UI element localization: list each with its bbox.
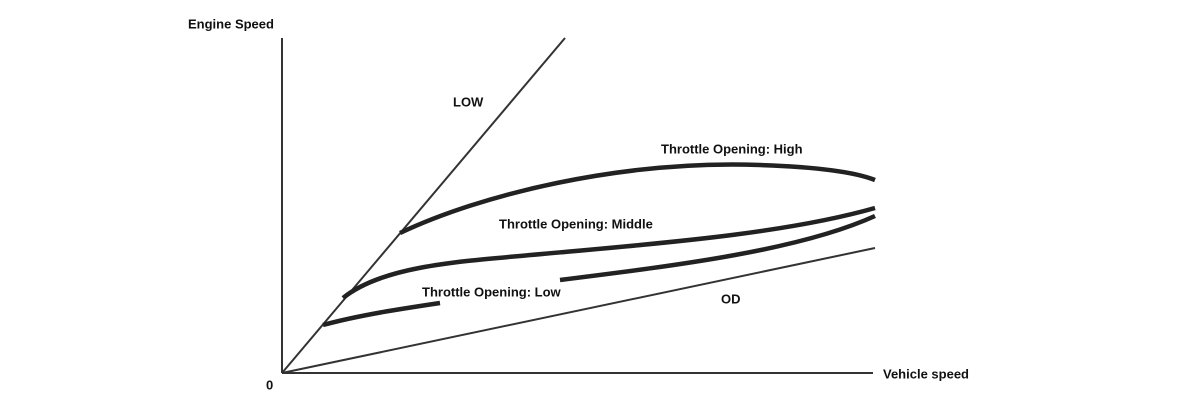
low-curve: [559, 213, 876, 283]
origin-label: 0: [266, 377, 273, 392]
high-curve: [399, 162, 876, 236]
curve-label: Throttle Opening: Middle: [499, 216, 653, 231]
od-line: [281, 247, 876, 374]
curve-label: Throttle Opening: Low: [422, 284, 562, 299]
y-axis-label: Engine Speed: [188, 16, 274, 31]
low-curve: [322, 300, 441, 328]
middle-curve: [341, 205, 876, 300]
low-line-label: LOW: [453, 94, 484, 109]
curve-label: Throttle Opening: High: [661, 141, 803, 156]
od-line-label: OD: [721, 291, 741, 306]
low-line: [281, 37, 566, 374]
x-axis-label: Vehicle speed: [883, 366, 969, 381]
